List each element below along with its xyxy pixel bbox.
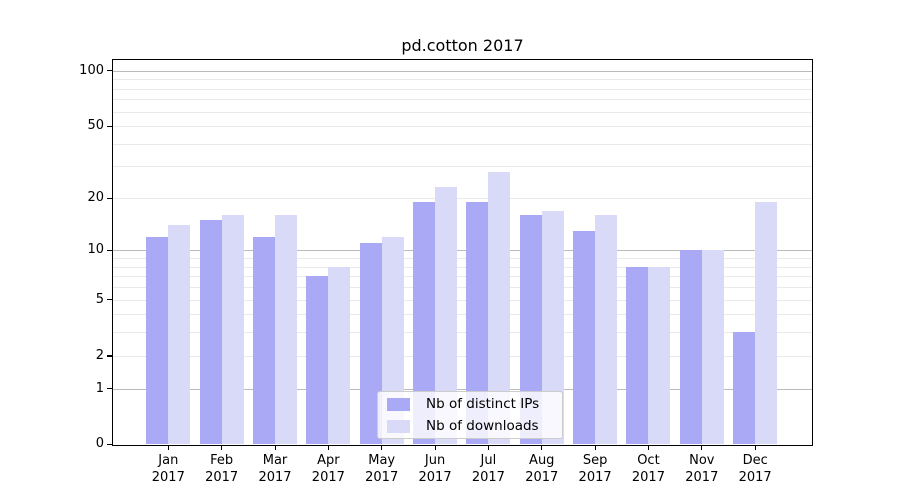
x-tick-label-may: May 2017 [365,453,399,485]
x-tick-mark [221,445,223,450]
legend-label-downloads: Nb of downloads [426,418,539,434]
bar-distinct-ips-aug [519,215,542,444]
x-tick-label-jul: Jul 2017 [471,453,505,485]
x-tick-mark [434,445,436,450]
y-gridline-minor [113,314,812,316]
bar-downloads-nov [701,250,724,444]
bar-distinct-ips-oct [626,266,649,444]
y-tick-mark [106,197,112,199]
y-gridline-minor [113,332,812,334]
legend-swatch-downloads [387,419,410,433]
bar-downloads-jan [168,225,191,444]
y-gridline-minor [113,126,812,128]
y-gridline-minor [113,266,812,268]
y-gridline-minor [113,166,812,168]
y-gridline-minor [113,258,812,260]
x-tick-label-oct: Oct 2017 [631,453,665,485]
chart-title: pd.cotton 2017 [401,36,524,55]
y-tick-mark [106,70,112,72]
legend: Nb of distinct IPs Nb of downloads [377,391,563,439]
y-gridline-major [113,70,812,72]
bar-downloads-oct [648,266,671,444]
bar-distinct-ips-may [359,243,382,444]
bar-distinct-ips-sep [573,230,596,444]
x-tick-mark [541,445,543,450]
x-tick-mark [381,445,383,450]
x-tick-label-sep: Sep 2017 [578,453,612,485]
x-tick-label-aug: Aug 2017 [525,453,559,485]
y-gridline-major [113,388,812,390]
y-tick-mark [106,355,112,357]
y-gridline-minor [113,198,812,200]
bar-distinct-ips-feb [199,220,222,444]
bar-downloads-sep [595,215,618,444]
y-gridline-minor [113,79,812,81]
x-tick-mark [701,445,703,450]
y-gridline-minor [113,111,812,113]
x-tick-mark [274,445,276,450]
y-tick-label: 50 [87,118,104,134]
x-tick-label-apr: Apr 2017 [311,453,345,485]
bar-downloads-dec [755,201,778,444]
y-tick-label: 10 [87,242,104,258]
legend-item-distinct-ips: Nb of distinct IPs [387,396,553,412]
y-gridline-minor [113,299,812,301]
y-tick-label: 2 [95,347,104,363]
bar-downloads-jun [435,187,458,444]
bar-distinct-ips-jul [466,201,489,444]
bar-downloads-feb [221,215,244,444]
bar-distinct-ips-apr [306,276,329,444]
legend-swatch-distinct-ips [387,397,410,411]
y-tick-mark [106,249,112,252]
x-tick-mark [594,445,596,450]
legend-item-downloads: Nb of downloads [387,418,553,434]
y-tick-mark [106,388,112,390]
bar-distinct-ips-dec [733,332,756,444]
x-tick-mark [754,445,756,450]
y-tick-label: 0 [95,436,104,451]
y-gridline-minor [113,355,812,357]
y-tick-mark [106,299,112,301]
x-tick-label-mar: Mar 2017 [258,453,292,485]
y-gridline-minor [113,287,812,289]
x-tick-label-dec: Dec 2017 [738,453,772,485]
bar-downloads-jul [488,171,511,444]
bar-downloads-aug [541,210,564,444]
y-tick-mark [106,443,112,445]
x-tick-label-feb: Feb 2017 [205,453,239,485]
bar-downloads-apr [328,266,351,444]
y-tick-label: 5 [95,291,104,307]
bar-distinct-ips-jan [146,236,169,444]
y-tick-label: 1 [95,380,104,396]
y-gridline-minor [113,276,812,278]
x-tick-label-jan: Jan 2017 [151,453,185,485]
bar-downloads-mar [275,215,297,444]
bar-distinct-ips-jun [413,201,436,444]
y-gridline-minor [113,88,812,90]
bar-distinct-ips-nov [679,250,702,444]
legend-label-distinct-ips: Nb of distinct IPs [426,396,540,412]
bar-distinct-ips-mar [253,236,275,444]
x-tick-label-nov: Nov 2017 [685,453,719,485]
y-gridline-minor [113,99,812,101]
x-tick-mark [647,445,650,450]
y-gridline-minor [113,143,812,145]
x-tick-mark [167,445,169,450]
y-tick-mark [106,125,112,127]
x-tick-mark [327,445,330,450]
y-gridline-major [113,250,812,252]
y-tick-label: 100 [79,62,104,78]
y-tick-label: 20 [87,190,104,206]
x-tick-label-jun: Jun 2017 [418,453,452,485]
x-tick-mark [487,445,490,450]
